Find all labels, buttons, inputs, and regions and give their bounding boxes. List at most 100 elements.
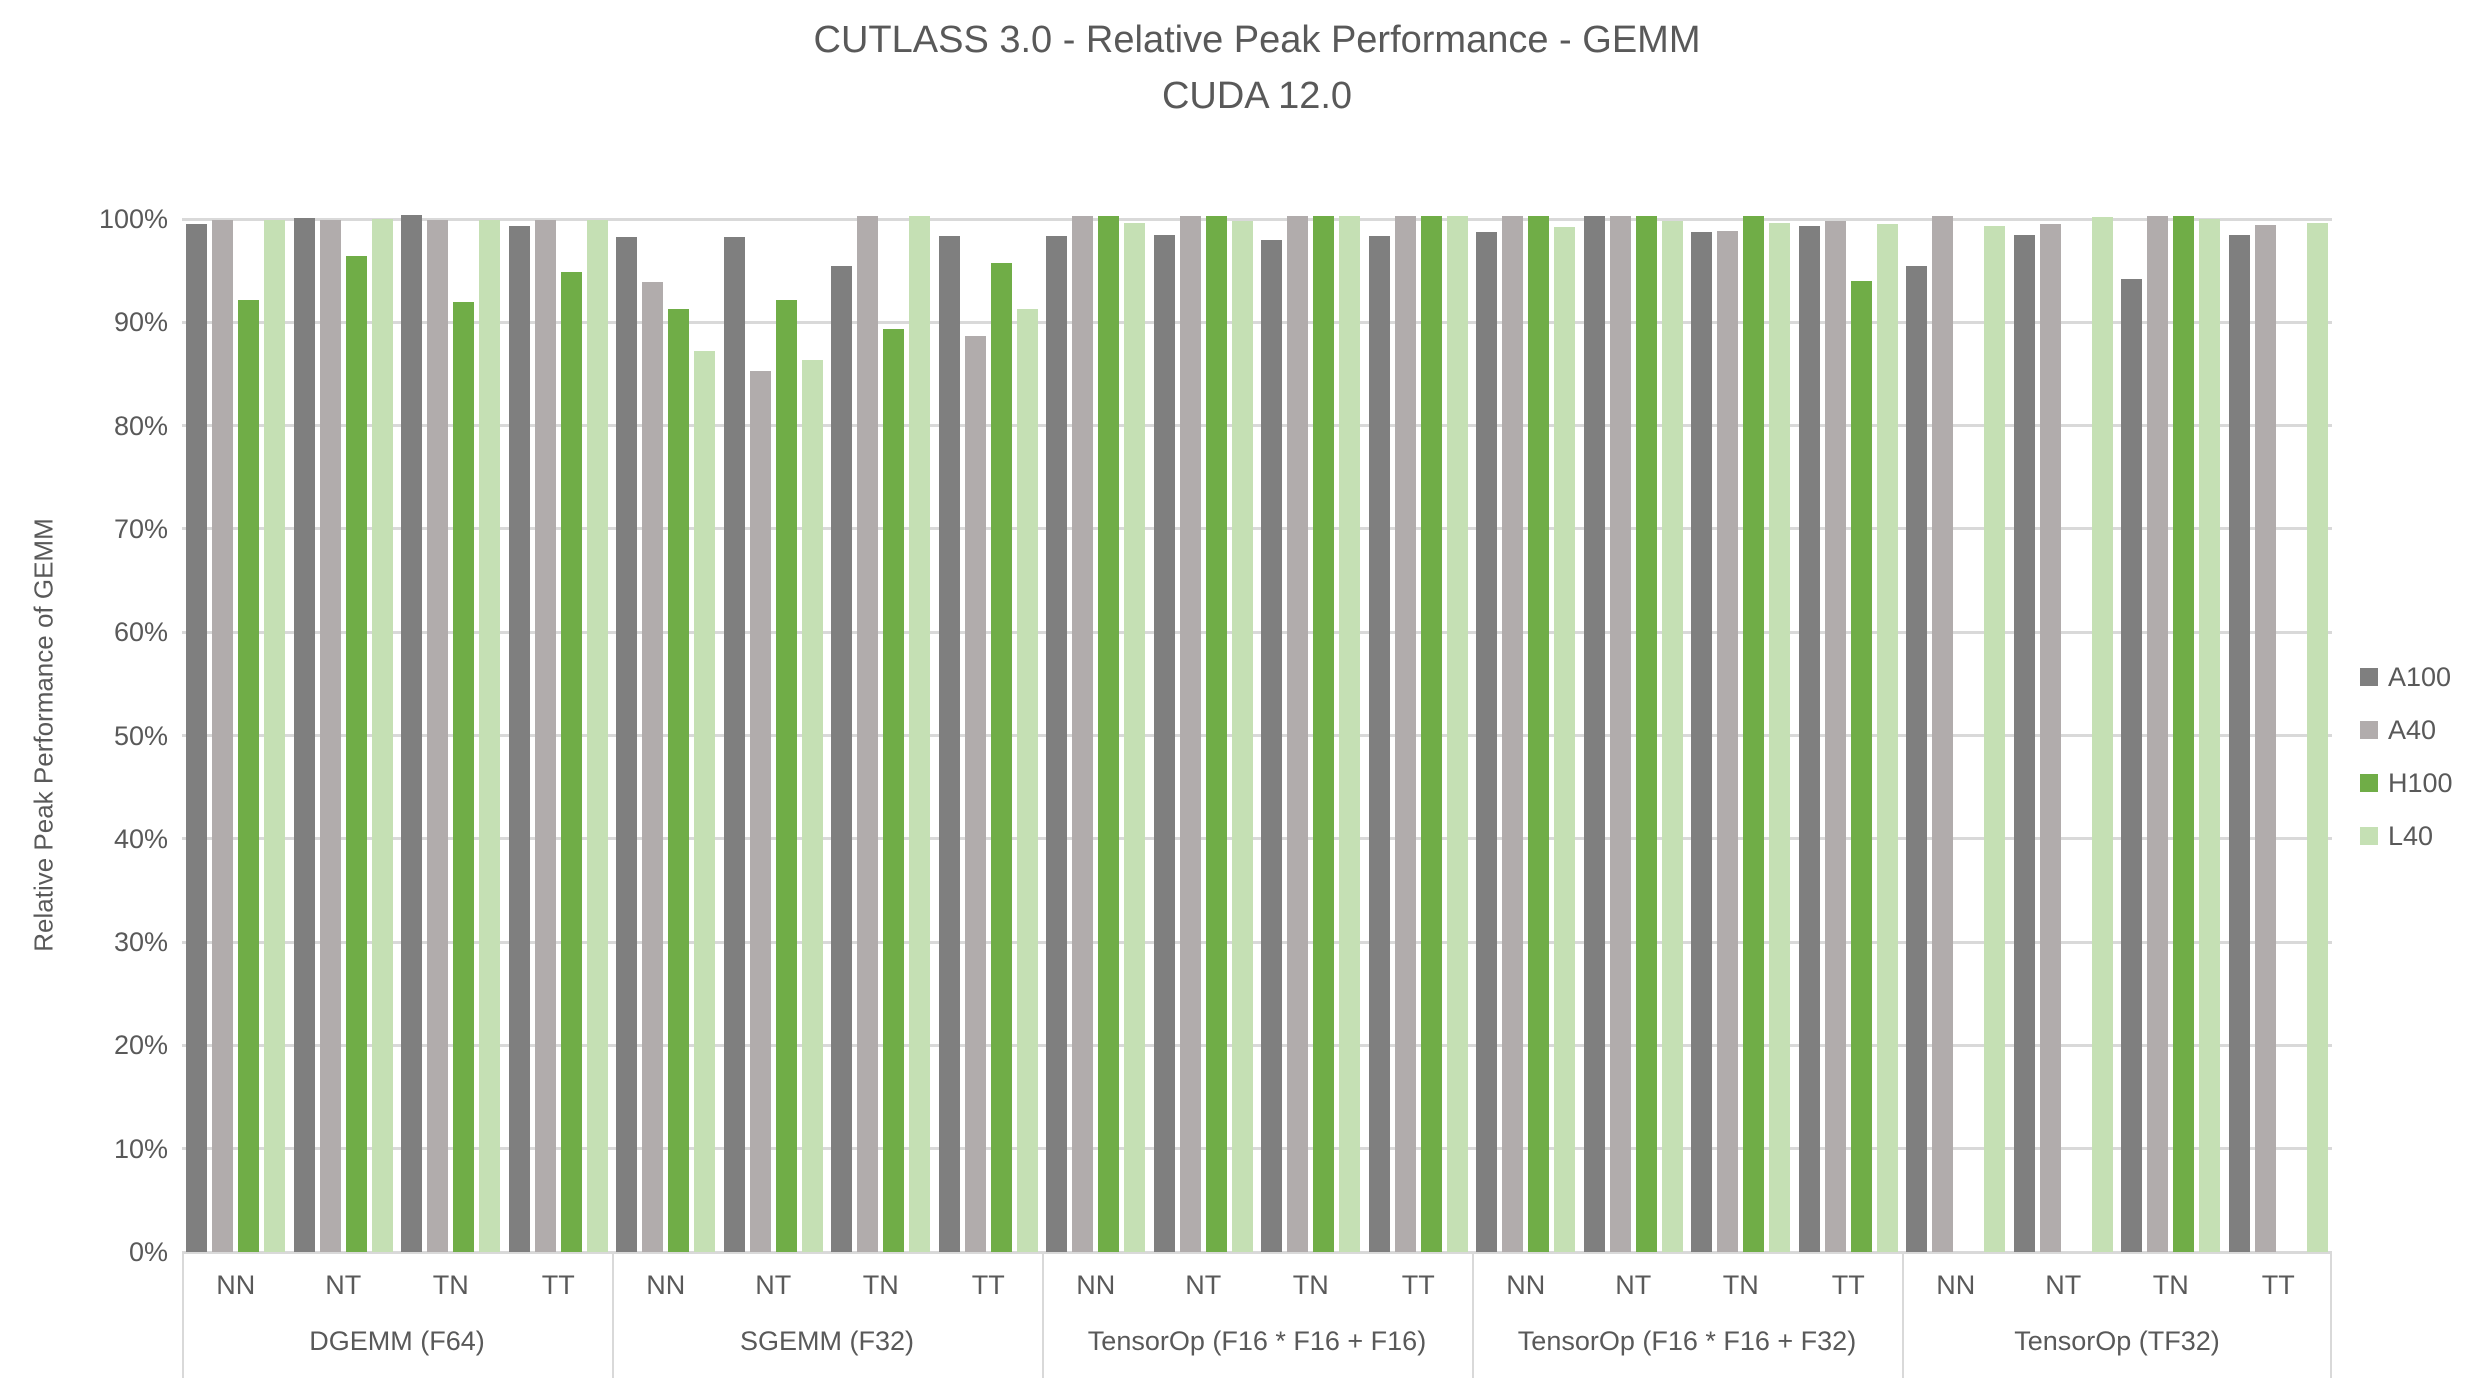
x-group-label: TensorOp (TF32): [2014, 1326, 2220, 1356]
bar-l40: [801, 359, 823, 1252]
legend-item: L40: [2360, 821, 2453, 851]
bar-slot: [2228, 219, 2250, 1252]
bar-slot: [371, 219, 393, 1252]
bar-cluster: [2225, 219, 2333, 1252]
bar-a100: [938, 235, 960, 1252]
x-op-label: TT: [2261, 1270, 2295, 1300]
bar-a100: [1906, 265, 1928, 1252]
y-tick-label: 70%: [113, 513, 168, 544]
bar-cluster: [397, 214, 505, 1252]
bar-slot: [293, 217, 315, 1252]
bar-group: [1902, 215, 2333, 1252]
bar-a100: [1798, 226, 1820, 1252]
bar-slot: [2066, 219, 2087, 1252]
bar-l40: [909, 215, 931, 1252]
bar-slot: [1932, 215, 1954, 1252]
bar-h100: [238, 299, 260, 1252]
bar-cluster: [1150, 215, 1258, 1252]
x-op-label: TT: [1401, 1270, 1435, 1300]
bar-a40: [1609, 215, 1631, 1252]
bar-cluster: [2010, 216, 2118, 1252]
x-op-label: NT: [1185, 1270, 1222, 1300]
x-op-label: NT: [1615, 1270, 1652, 1300]
bar-slot: [801, 219, 823, 1252]
bar-slot: [1368, 219, 1390, 1252]
x-op-label: TN: [432, 1270, 469, 1300]
bar-slot: [427, 219, 449, 1252]
bar-a40: [1717, 231, 1739, 1252]
bar-h100: [453, 301, 475, 1252]
bar-cluster: [720, 219, 828, 1252]
bar-a100: [1153, 234, 1175, 1252]
bar-a100: [2013, 234, 2035, 1252]
bar-l40: [1231, 221, 1253, 1252]
bar-h100: [2173, 215, 2195, 1252]
y-tick-label: 30%: [113, 927, 168, 958]
chart-title: CUTLASS 3.0 - Relative Peak Performance …: [813, 19, 1701, 61]
bar-a40: [1072, 215, 1094, 1252]
bar-slot: [1394, 215, 1416, 1252]
bar-slot: [1769, 219, 1791, 1252]
bar-cluster: [935, 219, 1043, 1252]
bar-slot: [1850, 219, 1872, 1252]
bar-l40: [1554, 227, 1576, 1252]
bar-slot: [723, 219, 745, 1252]
bar-a100: [1046, 235, 1068, 1252]
bar-a40: [1932, 215, 1954, 1252]
bar-cluster: [1257, 215, 1365, 1252]
bar-l40: [2306, 223, 2328, 1252]
gridline: [182, 320, 2332, 324]
bar-a40: [642, 282, 664, 1252]
bar-a100: [616, 236, 638, 1252]
bar-h100: [775, 299, 797, 1252]
y-tick-label: 0%: [128, 1237, 168, 1267]
bar-l40: [1661, 221, 1683, 1252]
x-op-label: NN: [216, 1270, 256, 1300]
bar-cluster: [612, 219, 720, 1252]
bar-slot: [749, 219, 771, 1252]
bar-h100: [1205, 215, 1227, 1252]
bar-slot: [1583, 215, 1605, 1252]
bar-group: [1042, 215, 1472, 1252]
y-tick-label: 90%: [113, 307, 168, 338]
x-axis-separator: [182, 1252, 184, 1378]
bar-slot: [453, 219, 475, 1252]
bar-a100: [831, 265, 853, 1252]
y-tick-label: 60%: [113, 617, 168, 648]
bar-slot: [1124, 219, 1146, 1252]
bar-slot: [694, 219, 716, 1252]
bar-slot: [1798, 219, 1820, 1252]
bar-slot: [401, 214, 423, 1252]
bar-a100: [186, 224, 208, 1252]
bar-cluster: [2117, 215, 2225, 1252]
bar-slot: [479, 219, 501, 1252]
bar-cluster: [505, 219, 613, 1252]
bar-slot: [1287, 215, 1309, 1252]
bar-a100: [723, 236, 745, 1252]
bar-slot: [1153, 219, 1175, 1252]
bar-a40: [212, 220, 234, 1252]
bar-slot: [668, 219, 690, 1252]
bar-slot: [1476, 219, 1498, 1252]
bar-slot: [1205, 215, 1227, 1252]
bar-l40: [694, 351, 716, 1252]
bar-cluster: [182, 219, 290, 1252]
legend-label: A40: [2388, 715, 2437, 745]
bar-slot: [642, 219, 664, 1252]
legend-item: A100: [2360, 662, 2453, 692]
bar-slot: [2121, 219, 2143, 1252]
bar-slot: [212, 219, 234, 1252]
chart-subtitle: CUDA 12.0: [1161, 75, 1353, 117]
bar-cluster: [1687, 215, 1795, 1252]
bar-slot: [990, 219, 1012, 1252]
bar-slot: [2254, 219, 2276, 1252]
bar-slot: [1502, 215, 1524, 1252]
gridline: [182, 1250, 2332, 1254]
bar-slot: [1072, 215, 1094, 1252]
bar-slot: [560, 219, 582, 1252]
bar-slot: [1261, 219, 1283, 1252]
bar-cluster: [1472, 215, 1580, 1252]
bar-h100: [560, 271, 582, 1252]
bar-slot: [2199, 219, 2221, 1252]
x-op-label: TN: [1292, 1270, 1329, 1300]
